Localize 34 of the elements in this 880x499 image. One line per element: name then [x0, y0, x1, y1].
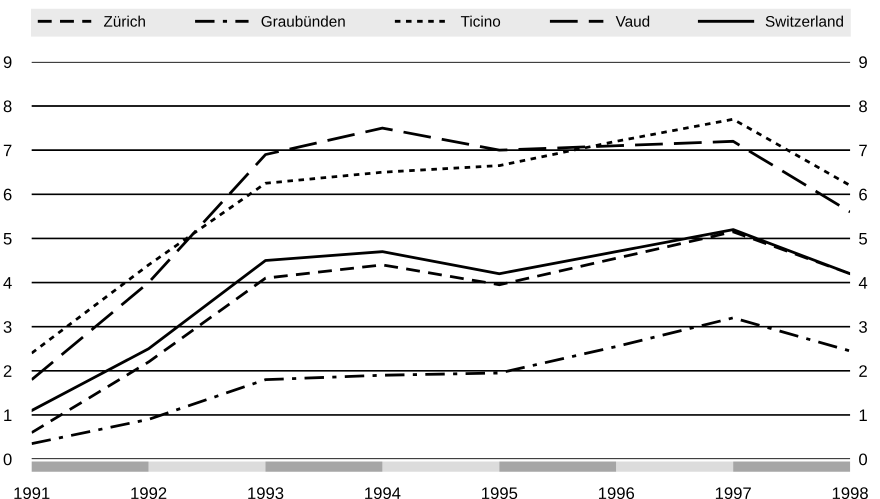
y-tick-label: 0	[4, 453, 12, 466]
y2-tick-label: 4	[858, 277, 868, 289]
y2-tick-label: 0	[859, 453, 868, 466]
x-tick-label: 1994	[365, 487, 400, 499]
y-tick-label: 3	[4, 321, 12, 333]
legend-label: Vaud	[616, 16, 650, 27]
legend-label: Zürich	[104, 16, 145, 27]
y2-tick-label: 8	[859, 100, 867, 112]
y2-tick-label: 2	[859, 365, 867, 377]
y2-tick-label: 5	[859, 232, 867, 245]
y2-tick-label: 3	[859, 321, 867, 333]
x-tick-label: 1992	[131, 487, 166, 499]
y2-tick-label: 9	[859, 56, 867, 68]
y-tick-label: 2	[4, 365, 12, 377]
x-tick-label: 1995	[482, 487, 518, 499]
y2-tick-label: 7	[859, 144, 867, 156]
x-tick-label: 1997	[716, 487, 751, 499]
line-series	[32, 316, 850, 446]
x-tick-label: 1998	[832, 487, 868, 499]
y-tick-label: 9	[4, 56, 12, 68]
legend-label: Switzerland	[766, 16, 843, 27]
y-tick-label: 4	[3, 277, 12, 289]
y-tick-label: 1	[4, 410, 12, 421]
x-tick-label: 1991	[14, 487, 50, 499]
y-tick-label: 5	[4, 232, 12, 245]
y-tick-label: 8	[4, 100, 12, 112]
legend-label: Graubünden	[262, 16, 345, 27]
y2-tick-label: 6	[859, 188, 867, 200]
x-tick-label: 1993	[248, 487, 284, 499]
x-tick-label: 1996	[598, 487, 634, 499]
legend-label: Ticino	[460, 16, 500, 27]
y2-tick-label: 1	[860, 410, 867, 421]
y-tick-label: 6	[4, 188, 12, 200]
y-tick-label: 7	[4, 144, 12, 156]
